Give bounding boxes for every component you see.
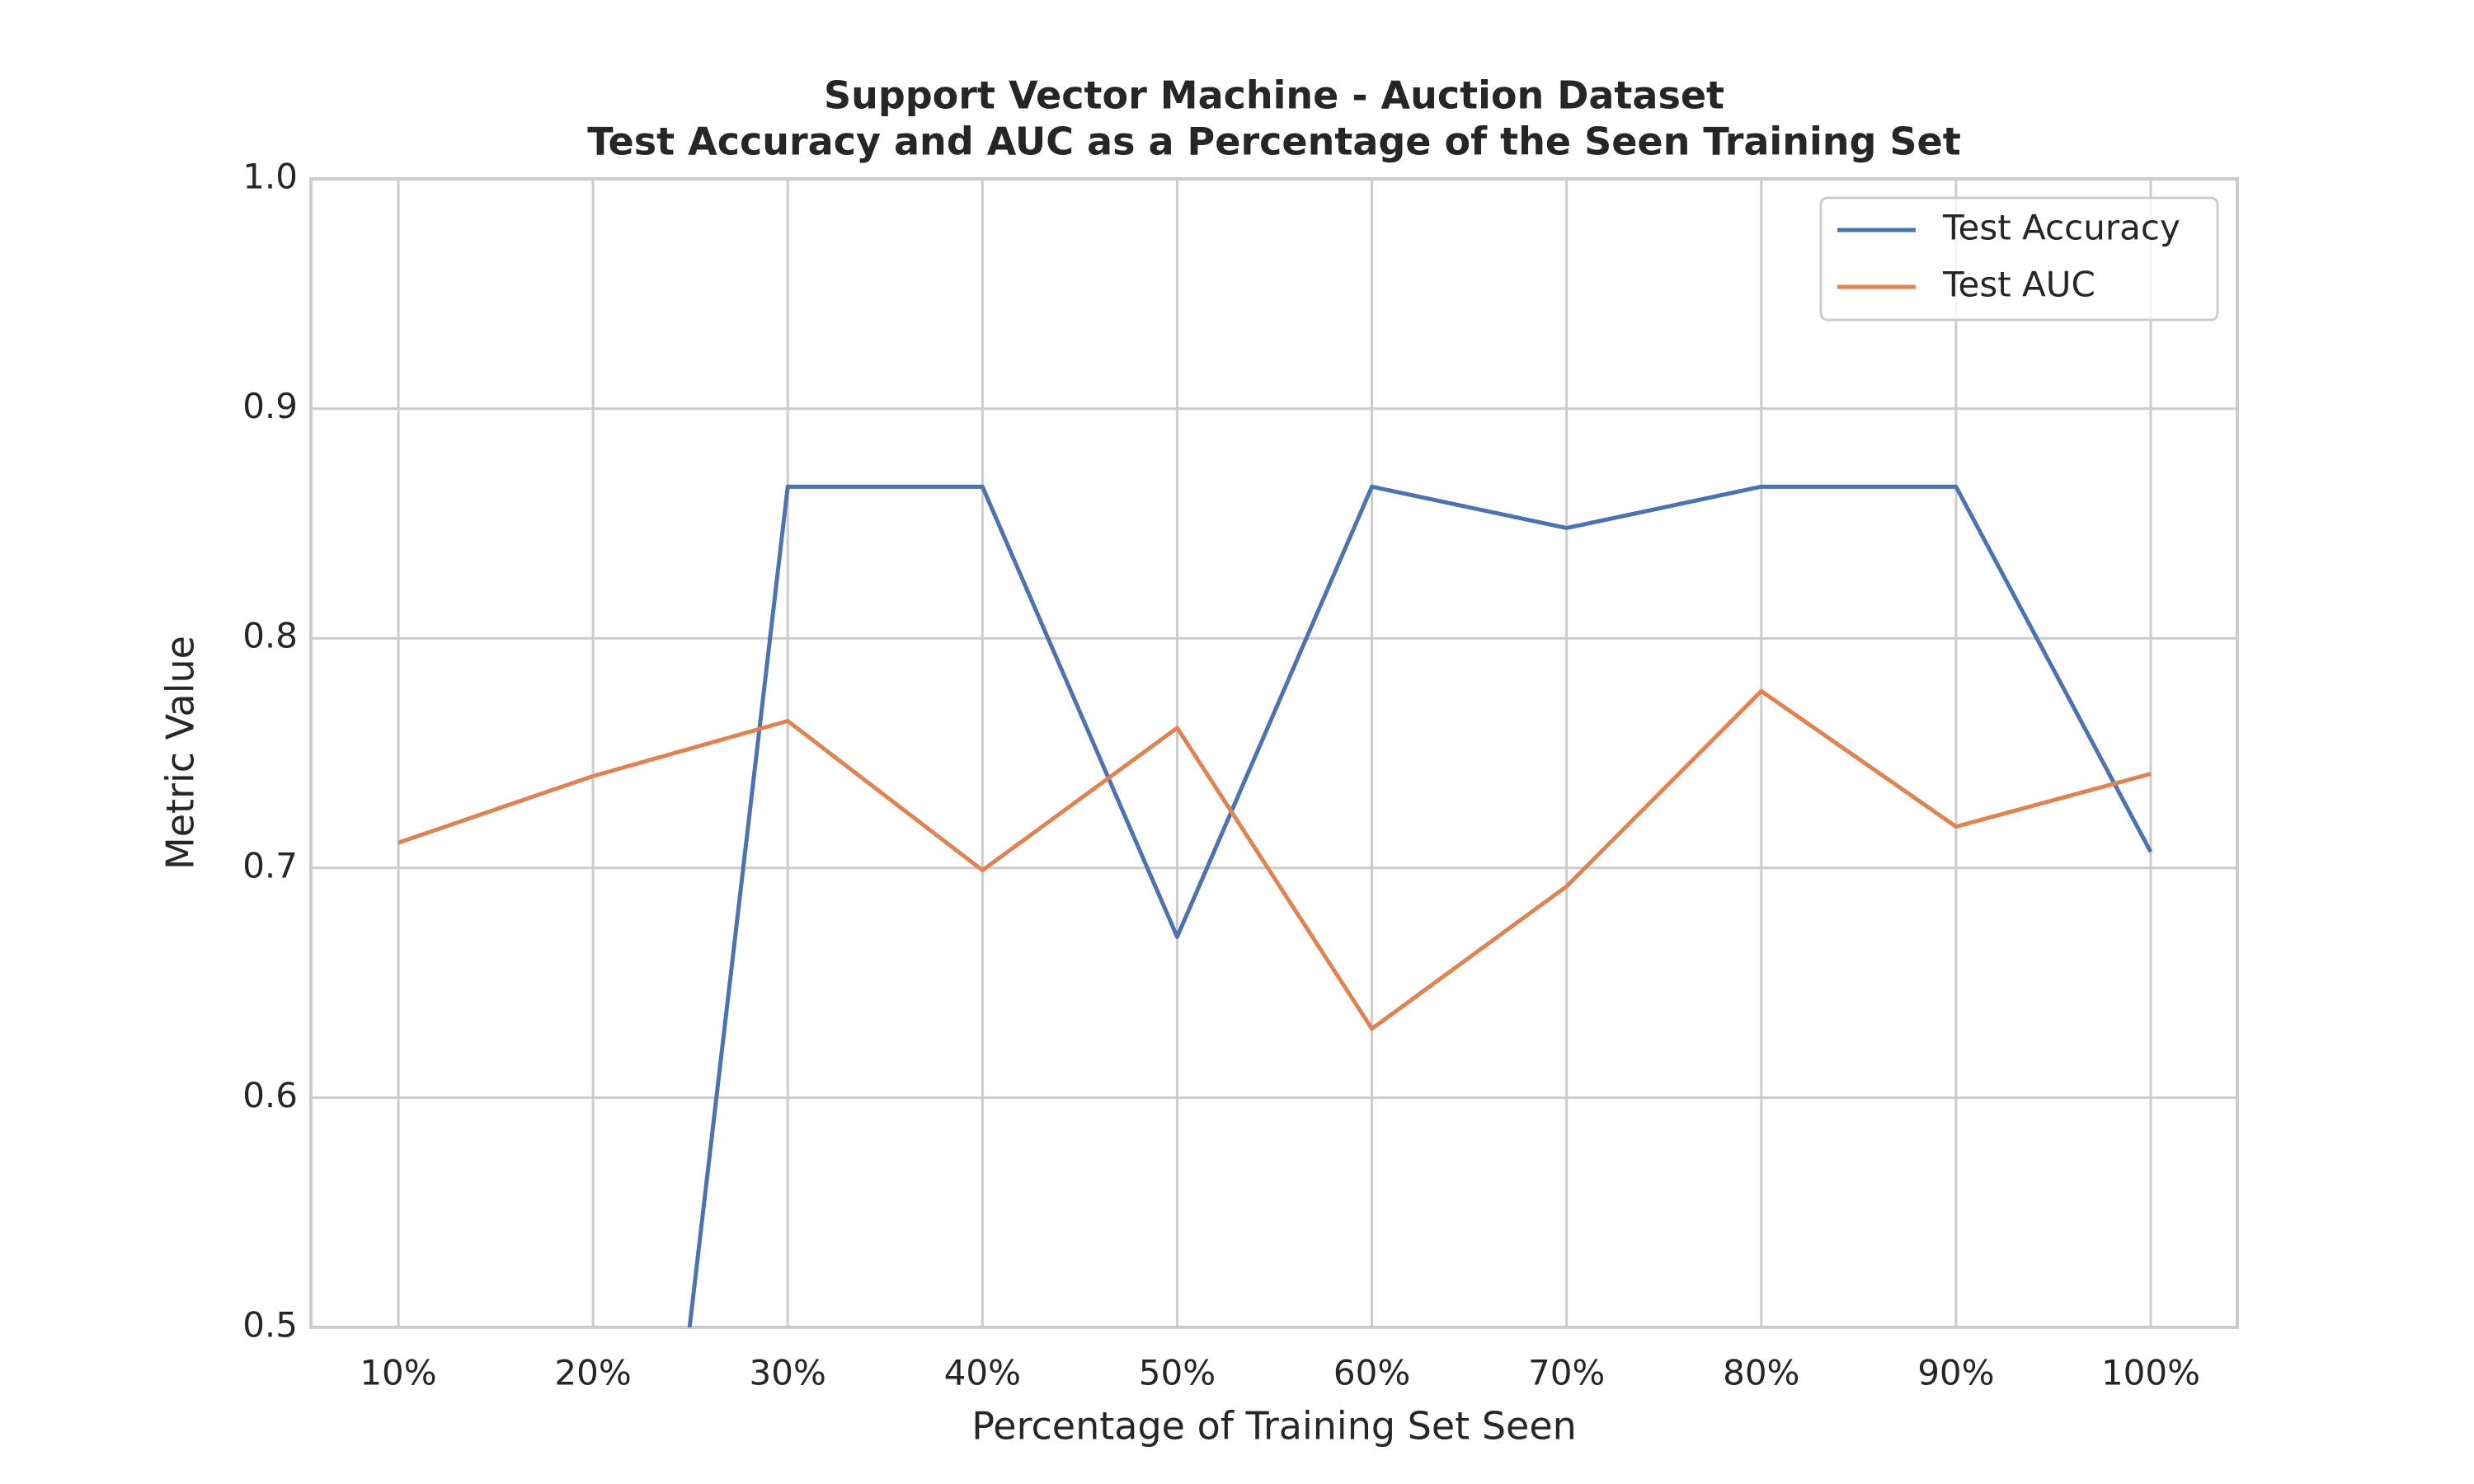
y-tick-label: 0.8 <box>242 616 298 656</box>
y-tick-label: 0.7 <box>242 845 298 885</box>
x-tick-label: 20% <box>554 1353 631 1393</box>
x-tick-label: 30% <box>750 1353 826 1393</box>
x-axis-label: Percentage of Training Set Seen <box>971 1404 1577 1449</box>
y-tick-label: 0.6 <box>242 1075 298 1115</box>
chart-title: Support Vector Machine - Auction Dataset <box>824 73 1724 118</box>
y-tick-label: 0.5 <box>242 1305 298 1345</box>
legend-label: Test AUC <box>1942 265 2095 305</box>
chart-subtitle: Test Accuracy and AUC as a Percentage of… <box>587 120 1960 164</box>
y-tick-label: 1.0 <box>242 157 298 197</box>
y-tick-label: 0.9 <box>242 386 298 426</box>
x-tick-label: 90% <box>1917 1353 1994 1393</box>
plot-frame <box>309 177 2239 1329</box>
x-tick-label: 70% <box>1528 1353 1605 1393</box>
x-tick-label: 10% <box>360 1353 436 1393</box>
series-line <box>687 484 2153 1327</box>
plot-area <box>397 484 2153 1327</box>
x-tick-label: 80% <box>1723 1353 1799 1393</box>
series-line <box>397 688 2152 1031</box>
y-axis-label: Metric Value <box>158 636 203 870</box>
legend-box <box>1819 196 2219 322</box>
x-tick-label: 100% <box>2101 1353 2200 1393</box>
legend-label: Test Accuracy <box>1942 208 2180 248</box>
x-tick-label: 50% <box>1139 1353 1216 1393</box>
x-tick-label: 60% <box>1333 1353 1410 1393</box>
x-tick-label: 40% <box>944 1353 1021 1393</box>
